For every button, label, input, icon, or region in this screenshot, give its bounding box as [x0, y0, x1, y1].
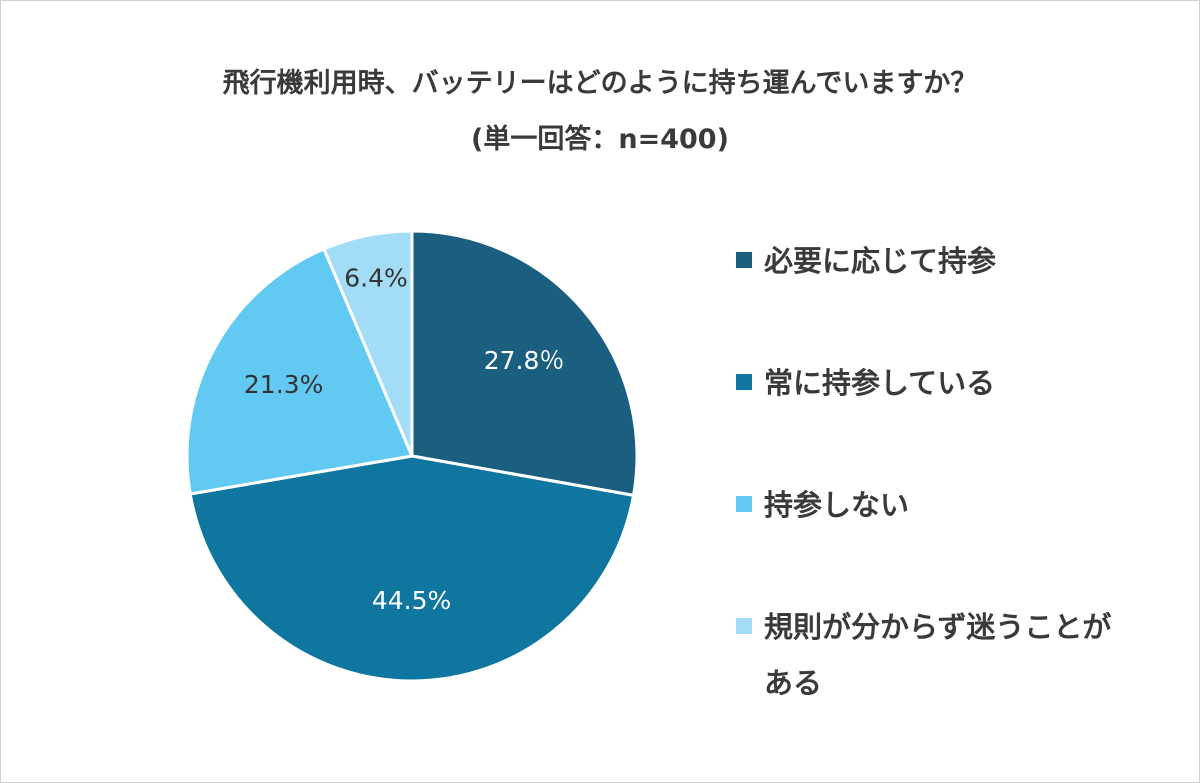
legend-label: 規則が分からず迷うことがある [764, 610, 1112, 700]
pie-slice [321, 229, 414, 457]
legend-label: 常に持参している [764, 366, 996, 400]
data-label: 44.5% [372, 586, 451, 615]
pie-slice [185, 246, 415, 496]
legend-label: 持参しない [764, 488, 910, 522]
legend-swatch [736, 252, 752, 268]
legend-swatch [736, 618, 752, 634]
legend-item: 規則が分からず迷うことがある [736, 599, 1136, 721]
legend-swatch [736, 374, 752, 390]
legend-swatch [736, 496, 752, 512]
data-label: 6.4% [344, 264, 408, 293]
chart-title: 飛行機利用時、バッテリーはどのように持ち運んでいますか？ [222, 68, 978, 99]
legend-item: 必要に応じて持参 [736, 233, 1136, 355]
data-label: 21.3% [244, 370, 323, 399]
pie-slice [188, 454, 636, 683]
chart-subtitle: (単一回答：n=400) [471, 124, 729, 155]
pie-slice [410, 229, 639, 498]
data-label: 27.8％ [484, 346, 565, 375]
legend: 必要に応じて持参 常に持参している 持参しない規則が分からず迷うことがある [736, 233, 1136, 721]
legend-label: 必要に応じて持参 [764, 244, 997, 278]
legend-item: 常に持参している [736, 355, 1136, 477]
legend-item: 持参しない [736, 477, 1136, 599]
